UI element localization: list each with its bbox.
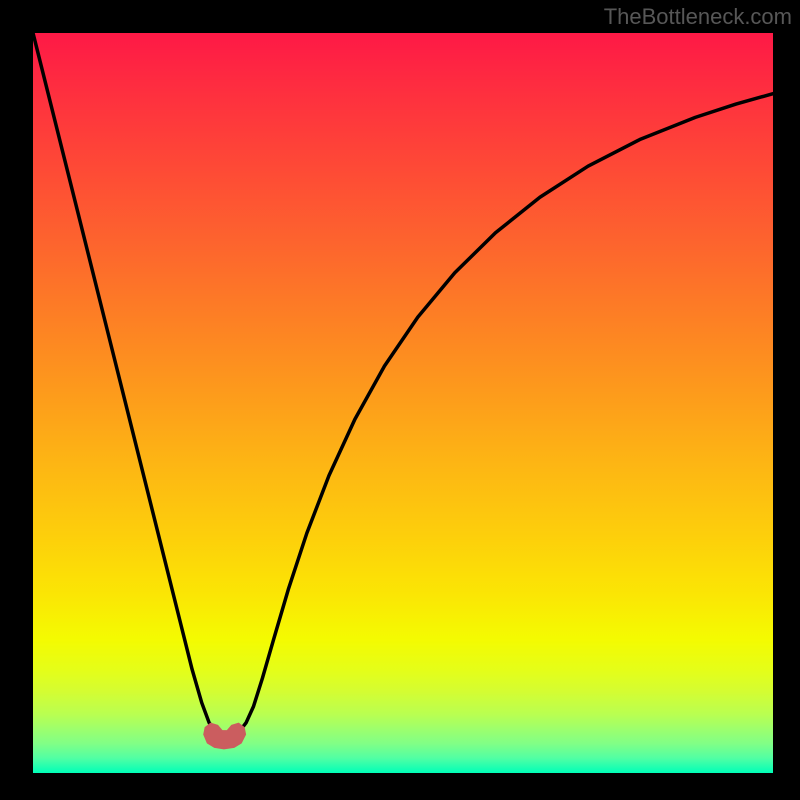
curve-overlay [33,33,773,773]
chart-container: TheBottleneck.com [0,0,800,800]
plot-area [33,33,773,773]
optimal-marker [203,723,246,750]
bottleneck-curve [33,33,773,735]
watermark-text: TheBottleneck.com [604,4,792,30]
